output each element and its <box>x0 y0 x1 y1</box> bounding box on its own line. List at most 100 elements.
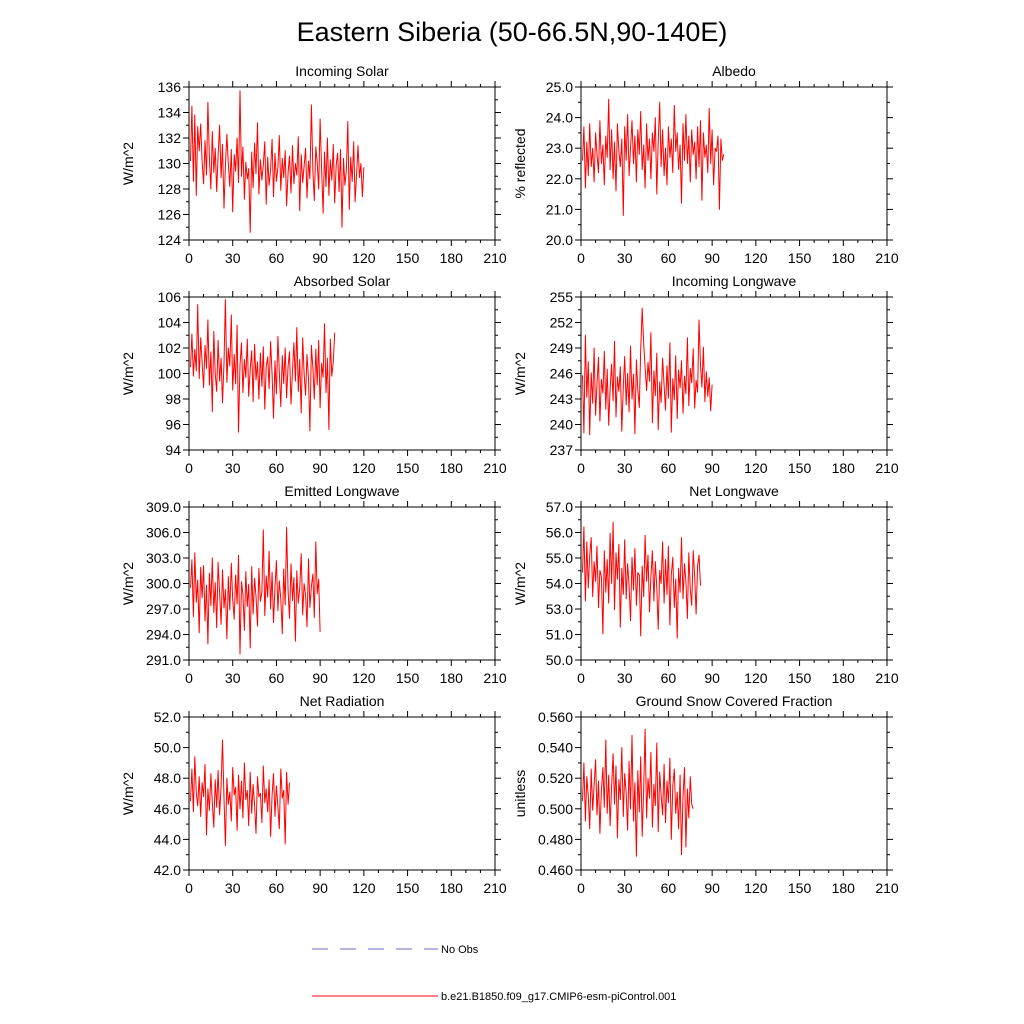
plot-frame <box>580 716 888 871</box>
x-tick-label: 150 <box>396 460 420 476</box>
y-tick-label: 21.0 <box>546 201 573 217</box>
series-line <box>190 299 336 433</box>
y-axis-label: W/m^2 <box>512 352 528 395</box>
x-tick-label: 90 <box>312 670 328 686</box>
y-tick-label: 44.0 <box>154 831 181 847</box>
y-tick-label: 130 <box>158 156 182 172</box>
x-tick-label: 120 <box>744 670 768 686</box>
x-tick-label: 210 <box>875 880 899 896</box>
plot-frame <box>580 86 888 241</box>
x-tick-label: 60 <box>269 460 285 476</box>
x-tick-label: 120 <box>744 880 768 896</box>
x-tick-label: 0 <box>185 460 193 476</box>
x-tick-label: 180 <box>440 670 464 686</box>
x-tick-label: 210 <box>483 670 507 686</box>
panel-title: Net Radiation <box>300 693 385 709</box>
y-tick-label: 243 <box>550 391 574 407</box>
panel-title: Incoming Solar <box>295 63 389 79</box>
y-tick-label: 300.0 <box>146 576 181 592</box>
x-tick-label: 60 <box>269 880 285 896</box>
y-axis-label: unitless <box>512 770 528 817</box>
y-tick-label: 249 <box>550 340 574 356</box>
y-tick-label: 42.0 <box>154 862 181 878</box>
y-tick-label: 294.0 <box>146 627 181 643</box>
x-tick-label: 180 <box>440 880 464 896</box>
panel-title: Incoming Longwave <box>672 273 797 289</box>
panel-net-longwave: 0 30 60 90 120 150 180 210 50.0 51.0 53.0 54.0 55.0 5… <box>512 483 899 686</box>
y-tick-label: 126 <box>158 207 182 223</box>
panel-title: Ground Snow Covered Fraction <box>636 693 833 709</box>
y-tick-label: 240 <box>550 417 574 433</box>
x-tick-label: 0 <box>185 250 193 266</box>
panel-incoming-solar: 0 30 60 90 120 150 180 210 124 126 128 130 132 134 136… <box>120 63 507 266</box>
y-tick-label: 0.540 <box>538 740 573 756</box>
x-tick-label: 120 <box>352 880 376 896</box>
y-tick-label: 23.0 <box>546 140 573 156</box>
x-tick-label: 0 <box>577 670 585 686</box>
y-tick-label: 0.500 <box>538 801 573 817</box>
x-tick-label: 210 <box>875 250 899 266</box>
x-tick-label: 60 <box>661 670 677 686</box>
x-tick-label: 120 <box>352 250 376 266</box>
x-tick-label: 30 <box>225 880 241 896</box>
x-tick-label: 90 <box>704 460 720 476</box>
y-tick-label: 24.0 <box>546 110 573 126</box>
y-tick-label: 303.0 <box>146 550 181 566</box>
y-tick-label: 53.0 <box>546 601 573 617</box>
series-line <box>582 307 713 436</box>
x-tick-label: 210 <box>875 670 899 686</box>
x-tick-label: 0 <box>185 670 193 686</box>
x-tick-label: 60 <box>661 250 677 266</box>
y-tick-label: 46.0 <box>154 801 181 817</box>
panel-net-radiation: 0 30 60 90 120 150 180 210 42.0 44.0 46.0 48.0 50.0 5… <box>120 693 507 896</box>
panel-ground-snow-covered-fraction: 0 30 60 90 120 150 180 210 0.460 0.480 0.500 0.520 0… <box>512 693 899 896</box>
y-tick-label: 0.460 <box>538 862 573 878</box>
y-tick-label: 134 <box>158 105 182 121</box>
x-tick-label: 180 <box>440 460 464 476</box>
y-tick-label: 52.0 <box>154 709 181 725</box>
x-tick-label: 120 <box>744 250 768 266</box>
x-tick-label: 150 <box>788 670 812 686</box>
legend: No Obs b.e21.B1850.f09_g17.CMIP6-esm-piC… <box>312 944 676 1003</box>
y-tick-label: 136 <box>158 79 182 95</box>
panel-title: Absorbed Solar <box>294 273 391 289</box>
panel-albedo: 0 30 60 90 120 150 180 210 20.0 21.0 22.0 23.0 24.0 2… <box>512 63 899 266</box>
x-tick-label: 0 <box>577 880 585 896</box>
plot-frame <box>580 296 888 451</box>
x-tick-label: 150 <box>788 250 812 266</box>
y-tick-label: 20.0 <box>546 232 573 248</box>
panels: 0 30 60 90 120 150 180 210 124 126 128 130 132 134 136… <box>120 63 899 896</box>
series-line <box>190 526 321 655</box>
x-tick-label: 210 <box>483 460 507 476</box>
y-tick-label: 96 <box>165 417 181 433</box>
y-tick-label: 104 <box>158 315 182 331</box>
x-tick-label: 30 <box>617 670 633 686</box>
y-tick-label: 132 <box>158 130 182 146</box>
x-tick-label: 30 <box>225 460 241 476</box>
y-axis-label: W/m^2 <box>512 562 528 605</box>
y-tick-label: 106 <box>158 289 182 305</box>
legend-label-model-run: b.e21.B1850.f09_g17.CMIP6-esm-piControl.… <box>441 991 676 1003</box>
x-tick-label: 0 <box>577 250 585 266</box>
y-tick-label: 246 <box>550 366 574 382</box>
y-axis-label: W/m^2 <box>120 352 136 395</box>
series-line <box>582 728 694 857</box>
x-tick-label: 120 <box>352 460 376 476</box>
series-line <box>582 98 725 216</box>
y-tick-label: 56.0 <box>546 525 573 541</box>
x-tick-label: 180 <box>440 250 464 266</box>
x-tick-label: 210 <box>875 460 899 476</box>
x-tick-label: 210 <box>483 880 507 896</box>
y-axis-label: % reflected <box>512 128 528 198</box>
x-tick-label: 90 <box>704 250 720 266</box>
x-tick-label: 180 <box>832 670 856 686</box>
x-tick-label: 60 <box>269 250 285 266</box>
y-tick-label: 124 <box>158 232 182 248</box>
x-tick-label: 60 <box>269 670 285 686</box>
y-tick-label: 102 <box>158 340 182 356</box>
y-tick-label: 22.0 <box>546 171 573 187</box>
y-tick-label: 54.0 <box>546 576 573 592</box>
series-line <box>190 90 365 233</box>
y-axis-label: W/m^2 <box>120 562 136 605</box>
